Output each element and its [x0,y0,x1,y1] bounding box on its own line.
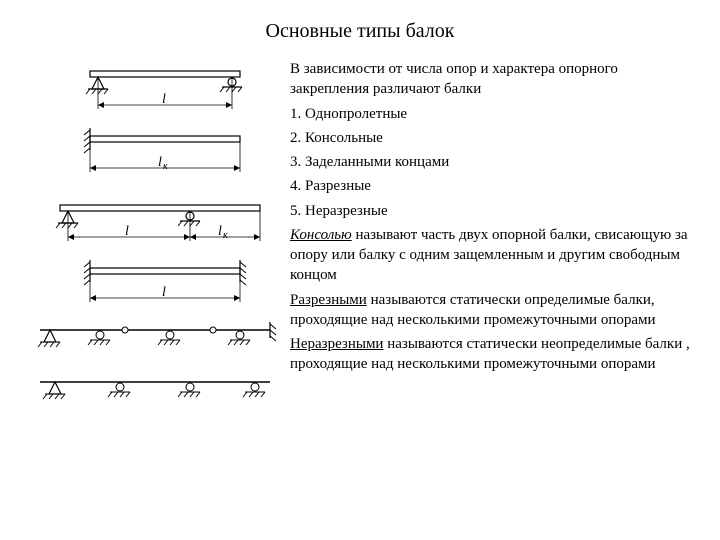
beam-continuous [30,372,280,410]
definition-razreznye: Разрезными называются статически определ… [290,290,690,331]
svg-text:l: l [218,224,222,239]
item-4: 4. Разрезные [290,176,690,196]
svg-text:к: к [223,230,228,241]
dim-lk1: l [158,155,162,170]
definition-nerazreznye: Неразрезными называются статически неопр… [290,334,690,375]
dim-l: l [162,92,166,107]
item-1: 1. Однопролетные [290,104,690,124]
svg-text:к: к [163,161,168,172]
text-column: В зависимости от числа опор и характера … [290,55,690,410]
item-2: 2. Консольные [290,128,690,148]
item-3: 3. Заделанными концами [290,152,690,172]
beam-gerber [30,318,280,358]
definition-console: Консолью называют часть двух опорной бал… [290,225,690,286]
svg-text:l: l [162,285,166,300]
item-5: 5. Неразрезные [290,201,690,221]
beam-overhang: l lк [40,195,280,250]
intro-text: В зависимости от числа опор и характера … [290,59,690,100]
beam-cantilever: l к [70,126,270,181]
svg-text:l: l [125,224,129,239]
beam-simple: l [70,61,270,116]
beam-fixed-fixed: l [70,258,270,308]
page-title: Основные типы балок [30,20,690,43]
diagrams-column: l l к [30,55,290,410]
